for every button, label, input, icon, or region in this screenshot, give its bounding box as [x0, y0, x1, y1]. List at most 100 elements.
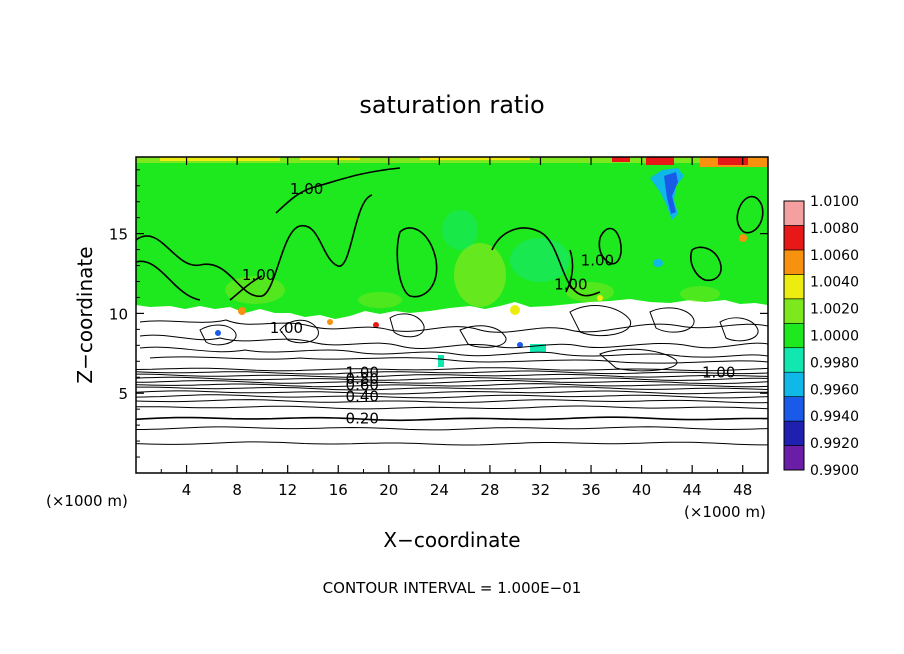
contour-line	[135, 390, 769, 395]
contour-line	[396, 227, 438, 298]
contour-line	[736, 195, 764, 234]
x-tick-label: 28	[480, 481, 499, 499]
plot-area: 1.001.001.001.001.001.001.000.800.600.40…	[109, 156, 769, 499]
contour-line	[136, 386, 769, 391]
colorbar-label: 1.0020	[810, 302, 859, 318]
x-tick-label: 24	[430, 481, 449, 499]
colorbar-label: 1.0000	[810, 329, 859, 345]
contour-label: 1.00	[346, 363, 379, 381]
field-patch	[517, 342, 523, 348]
contour-label: 0.80	[346, 370, 379, 388]
field-patch	[454, 243, 506, 307]
colorbar-label: 0.9980	[810, 355, 859, 371]
chart-title: saturation ratio	[359, 91, 544, 119]
contour-line	[690, 246, 722, 282]
contour-line	[135, 376, 769, 381]
colorbar-swatch	[783, 225, 805, 251]
contour-line	[139, 346, 768, 358]
contour-line	[135, 367, 769, 372]
field-patch	[612, 157, 630, 162]
colorbar-label: 0.9960	[810, 382, 859, 398]
colorbar-label: 1.0080	[810, 221, 859, 237]
colorbar-swatch	[783, 420, 805, 446]
field-patch	[530, 344, 546, 352]
contour-line	[279, 319, 319, 344]
contour-line	[136, 380, 769, 385]
contour-line	[135, 399, 769, 404]
contour-line	[229, 275, 263, 301]
contour-interval-note: CONTOUR INTERVAL = 1.000E−01	[323, 579, 582, 597]
contour-line	[135, 416, 769, 422]
contour-line	[135, 405, 769, 410]
field-patch	[597, 295, 603, 301]
field-patch	[327, 319, 333, 325]
x-tick-label: 40	[632, 481, 651, 499]
field-patch	[646, 157, 674, 165]
colorbar-label: 1.0100	[810, 194, 859, 210]
y-axis-label: Z−coordinate	[73, 246, 97, 383]
contour-label: 1.00	[290, 180, 323, 198]
field-patch	[739, 234, 747, 242]
contour-line	[459, 325, 507, 348]
x-tick-label: 8	[232, 481, 242, 499]
field-patch	[373, 322, 379, 328]
contour-line	[136, 260, 201, 301]
field-patch	[300, 157, 360, 160]
y-tick-label: 15	[109, 226, 128, 244]
contour-label: 0.40	[346, 387, 379, 405]
contour-line	[275, 167, 401, 214]
x-tick-label: 48	[733, 481, 752, 499]
x-tick-label: 32	[531, 481, 550, 499]
contour-line	[149, 356, 768, 364]
x-unit-right: (×1000 m)	[684, 503, 766, 521]
contour-label: 1.00	[270, 319, 303, 337]
colorbar-swatch	[783, 347, 805, 373]
x-tick-label: 36	[581, 481, 600, 499]
x-axis: 4 8 12 16 20 24 28 32 36 40 44 48	[160, 157, 752, 499]
field-patch	[442, 210, 478, 250]
colorbar-label: 0.9940	[810, 409, 859, 425]
y-axis: 5 10 15	[109, 169, 768, 458]
field-patch	[420, 157, 530, 160]
x-tick-label: 44	[683, 481, 702, 499]
colorbar: 0.9900 0.9920 0.9940 0.9960 0.9980 1.0000 1.00…	[783, 194, 859, 479]
colorbar-label: 0.9900	[810, 463, 859, 479]
colorbar-label: 1.0060	[810, 248, 859, 264]
x-tick-label: 16	[329, 481, 348, 499]
field-patch	[238, 307, 246, 315]
contour-label: 1.00	[554, 276, 587, 294]
x-tick-label: 12	[278, 481, 297, 499]
x-tick-label: 4	[182, 481, 192, 499]
x-unit-left: (×1000 m)	[46, 492, 128, 510]
contour-lines-stratified	[135, 367, 769, 446]
contour-line	[135, 441, 768, 446]
field-patch	[510, 305, 520, 315]
colorbar-swatch	[783, 200, 805, 226]
contour-line	[649, 307, 695, 333]
field-patch	[225, 276, 285, 304]
x-tick-label: 20	[379, 481, 398, 499]
field-patch	[718, 157, 748, 165]
contour-line	[599, 348, 678, 372]
field-patch	[653, 259, 663, 267]
colorbar-swatch	[783, 371, 805, 397]
contour-label: 1.00	[702, 363, 735, 381]
contour-line	[136, 194, 373, 297]
contour-line	[139, 334, 768, 349]
field-patch	[160, 157, 280, 161]
colorbar-frame	[783, 200, 805, 471]
contour-line	[569, 305, 632, 337]
contour-line	[136, 373, 769, 378]
colorbar-swatch	[783, 249, 805, 275]
contour-line	[136, 426, 769, 431]
contour-lines-middle	[139, 305, 768, 372]
field-patch	[680, 286, 720, 302]
contour-line	[135, 383, 769, 388]
contour-line	[719, 317, 759, 342]
colorbar-swatch	[783, 322, 805, 349]
contour-line	[135, 394, 769, 399]
contour-lines-upper	[136, 167, 764, 301]
contour-line	[491, 227, 601, 297]
contour-label: 0.20	[346, 410, 379, 428]
contour-label: 1.00	[581, 252, 614, 270]
